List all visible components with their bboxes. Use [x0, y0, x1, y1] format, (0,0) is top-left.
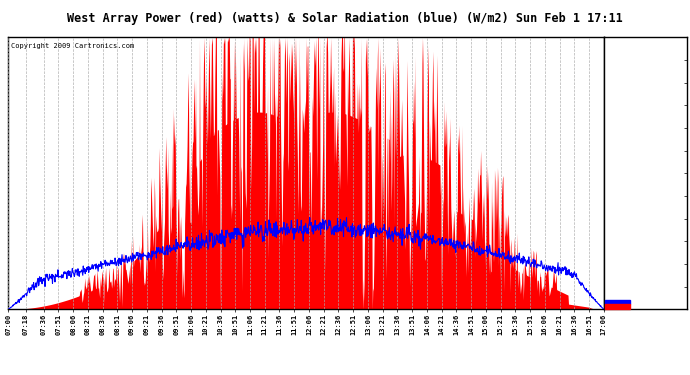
Text: West Array Power (red) (watts) & Solar Radiation (blue) (W/m2) Sun Feb 1 17:11: West Array Power (red) (watts) & Solar R…	[67, 12, 623, 25]
Bar	[605, 300, 630, 304]
Text: Copyright 2009 Cartronics.com: Copyright 2009 Cartronics.com	[11, 43, 135, 49]
Bar	[605, 304, 630, 309]
